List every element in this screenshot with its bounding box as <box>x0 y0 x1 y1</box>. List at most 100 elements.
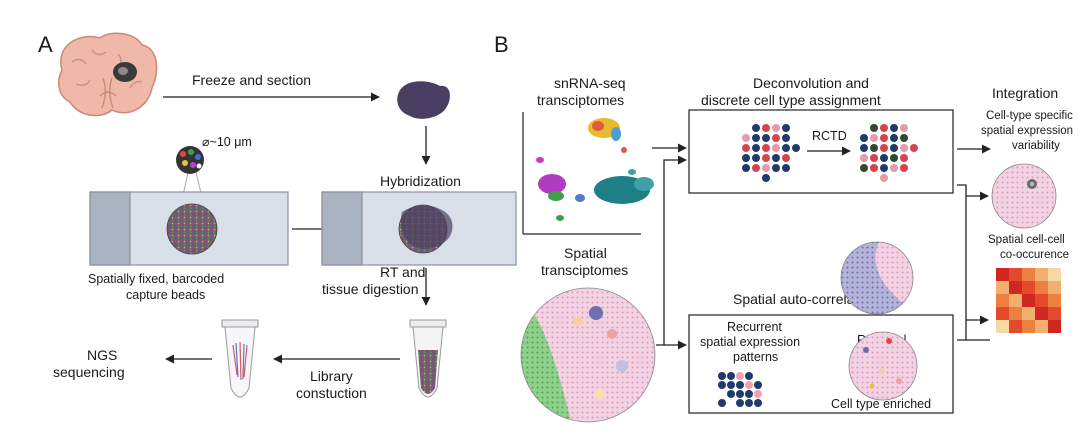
bead <box>727 399 735 407</box>
heatmap-cell <box>1022 320 1035 333</box>
panel-a-label: A <box>38 32 53 57</box>
bead <box>736 390 744 398</box>
bead <box>870 154 878 162</box>
brain-illustration <box>57 32 158 117</box>
bead <box>718 390 726 398</box>
heatmap-cell <box>1048 307 1061 320</box>
bead <box>860 164 868 172</box>
bead <box>727 372 735 380</box>
label-deconv-line1: Deconvolution and <box>753 75 869 91</box>
label-rt-line2: tissue digestion <box>322 281 419 297</box>
bead <box>752 134 760 142</box>
bead <box>754 372 762 380</box>
regional-pattern-map <box>840 241 914 315</box>
label-beads-line2: capture beads <box>126 288 205 302</box>
bead <box>880 134 888 142</box>
label-spatial-line1: Spatial <box>564 245 607 261</box>
bead <box>890 124 898 132</box>
slide-capture-beads <box>89 191 289 266</box>
label-snrna-line1: snRNA-seq <box>554 75 626 91</box>
bead <box>762 144 770 152</box>
tube-beads <box>409 319 447 398</box>
heatmap-cell <box>1009 281 1022 294</box>
heatmap-cell <box>1035 268 1048 281</box>
heatmap-cell <box>1009 268 1022 281</box>
heatmap-cell <box>1035 281 1048 294</box>
bead <box>880 164 888 172</box>
label-recurrent-line1: Recurrent <box>727 320 782 334</box>
arrow-spatial-to-deconv <box>656 155 687 346</box>
bead <box>860 134 868 142</box>
bead <box>718 399 726 407</box>
bead <box>890 154 898 162</box>
bead <box>870 134 878 142</box>
bead <box>742 134 750 142</box>
bead <box>736 399 744 407</box>
bead <box>727 381 735 389</box>
label-library-line1: Library <box>310 368 353 384</box>
bead <box>736 381 744 389</box>
label-cooc-line2: co-occurence <box>1000 249 1069 261</box>
label-spatial-line2: transciptomes <box>541 262 628 278</box>
heatmap-cell <box>996 294 1009 307</box>
label-library-line2: constuction <box>296 385 367 401</box>
heatmap-cell <box>1048 268 1061 281</box>
label-bead-size: ⌀~10 μm <box>202 135 252 149</box>
label-ngs-line1: NGS <box>87 347 117 363</box>
bead <box>890 134 898 142</box>
label-freeze-section: Freeze and section <box>192 72 311 88</box>
bead <box>900 134 908 142</box>
label-integration: Integration <box>992 85 1058 101</box>
bead <box>754 390 762 398</box>
bead <box>745 399 753 407</box>
heatmap-cell <box>1022 281 1035 294</box>
heatmap-cell <box>1022 294 1035 307</box>
label-variability-line3: variability <box>1012 140 1060 152</box>
bead <box>772 124 780 132</box>
heatmap-cell <box>996 320 1009 333</box>
bead <box>870 164 878 172</box>
heatmap-cell <box>1022 307 1035 320</box>
bead <box>742 154 750 162</box>
bead <box>727 390 735 398</box>
heatmap-cell <box>1048 281 1061 294</box>
heatmap-cell <box>1009 307 1022 320</box>
tube-library <box>221 319 259 398</box>
label-rt-line1: RT and <box>380 264 425 280</box>
bead <box>782 144 790 152</box>
bead <box>742 144 750 152</box>
label-recurrent-line2: spatial expression <box>700 335 800 349</box>
bead <box>870 124 878 132</box>
slide-with-tissue <box>321 191 517 266</box>
heatmap-cell <box>996 307 1009 320</box>
bead <box>754 381 762 389</box>
spatial-transcriptome-map <box>520 287 656 423</box>
bead <box>772 164 780 172</box>
heatmap-cell <box>1048 294 1061 307</box>
heatmap-cell <box>1009 320 1022 333</box>
label-hybridization: Hybridization <box>380 173 461 189</box>
variability-map <box>991 163 1057 229</box>
bead <box>782 134 790 142</box>
bead <box>752 154 760 162</box>
bead <box>762 174 770 182</box>
bead <box>782 124 790 132</box>
bead <box>772 144 780 152</box>
bead <box>792 144 800 152</box>
bead <box>782 164 790 172</box>
label-deconv-line2: discrete cell type assignment <box>701 92 881 108</box>
heatmap-cell <box>1035 294 1048 307</box>
label-ngs-line2: sequencing <box>53 364 125 380</box>
heatmap-cell <box>1022 268 1035 281</box>
bead <box>900 124 908 132</box>
label-variability-line1: Cell-type specific <box>986 110 1073 122</box>
heatmap-cell <box>996 281 1009 294</box>
bead <box>752 144 760 152</box>
deconvolution-bead-array-right <box>860 124 918 182</box>
bead <box>718 372 726 380</box>
bead <box>910 144 918 152</box>
bead <box>890 164 898 172</box>
heatmap-cell <box>996 268 1009 281</box>
label-beads-line1: Spatially fixed, barcoded <box>88 272 224 286</box>
